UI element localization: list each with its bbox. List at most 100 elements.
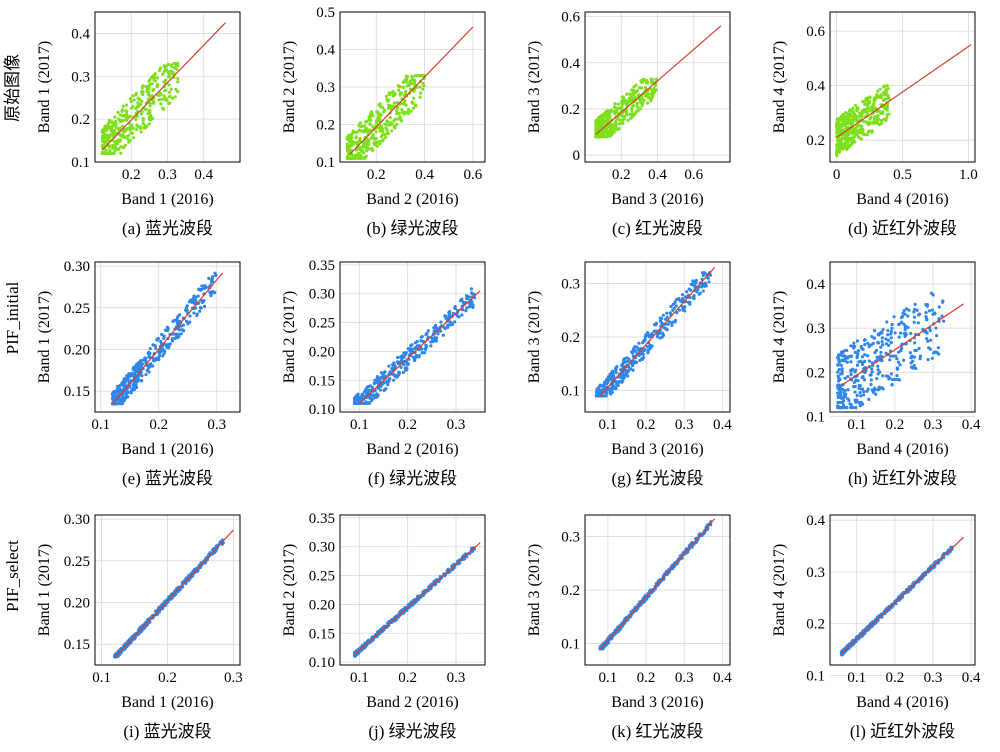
data-point [858, 404, 862, 408]
fit-line [599, 518, 716, 650]
data-point [148, 104, 152, 108]
y-tick-label: 0.5 [316, 5, 335, 21]
y-tick-label: 0.4 [806, 277, 825, 293]
data-point [153, 79, 157, 83]
data-point [837, 353, 841, 357]
data-point [880, 336, 884, 340]
data-point [147, 115, 152, 119]
y-tick-label: 0.3 [71, 69, 90, 85]
y-axis-label: Band 1 (2017) [36, 41, 53, 133]
data-point [838, 392, 843, 396]
y-axis-label: Band 3 (2017) [526, 291, 543, 383]
data-point [903, 334, 907, 339]
data-point [889, 336, 893, 340]
data-point [136, 375, 140, 379]
data-point [434, 339, 439, 343]
data-point [611, 376, 615, 381]
y-tick-label: 0.4 [316, 43, 335, 59]
data-point [843, 142, 847, 146]
data-point [870, 367, 874, 371]
data-point [708, 273, 713, 277]
y-tick-label: 0.1 [561, 384, 580, 400]
data-point [107, 118, 112, 123]
y-axis-label: Band 2 (2017) [281, 291, 298, 383]
data-point [889, 372, 894, 376]
data-point [923, 330, 927, 334]
data-point [131, 383, 135, 387]
data-point [347, 134, 351, 138]
x-tick-label: 0.2 [158, 670, 177, 686]
data-point [387, 378, 391, 382]
data-point [853, 350, 857, 354]
data-point [849, 403, 853, 407]
data-point [918, 357, 922, 361]
panel-caption: (a) 蓝光波段 [122, 219, 213, 238]
y-tick-label: 0.1 [806, 409, 825, 425]
data-point [601, 118, 605, 122]
data-point [855, 355, 859, 360]
plot-frame [94, 11, 241, 163]
data-point [113, 115, 117, 119]
data-point [937, 305, 941, 309]
data-point [867, 397, 871, 401]
data-point [632, 113, 636, 117]
data-point [351, 154, 355, 158]
plot-frame [829, 261, 976, 413]
data-point [357, 124, 361, 128]
data-point [119, 133, 123, 137]
data-point [117, 127, 121, 131]
data-point [444, 316, 448, 320]
data-point [926, 357, 930, 362]
data-point [841, 128, 845, 132]
data-point [856, 135, 860, 139]
data-point [846, 112, 850, 116]
data-point [198, 306, 202, 310]
data-point [858, 111, 862, 115]
data-point [855, 116, 859, 120]
data-point [214, 273, 218, 278]
data-point [386, 103, 391, 107]
data-point [128, 114, 132, 119]
data-point [465, 294, 469, 298]
data-point [647, 95, 651, 100]
data-point [861, 128, 865, 132]
data-point [608, 110, 612, 115]
data-point [617, 118, 622, 122]
x-tick-label: 0.2 [149, 417, 168, 433]
data-point [664, 327, 668, 331]
data-point [373, 378, 377, 382]
data-point [635, 104, 639, 108]
x-tick-label: 0.3 [924, 670, 943, 686]
data-point [157, 350, 161, 355]
data-point [381, 376, 385, 381]
data-point [844, 120, 849, 124]
data-point [122, 382, 126, 386]
x-tick-label: 0.5 [893, 167, 912, 183]
data-point [398, 93, 402, 97]
data-point [845, 132, 849, 136]
data-point [405, 84, 409, 88]
data-point [916, 313, 921, 317]
data-point [694, 278, 698, 283]
data-point [446, 323, 451, 327]
data-point [890, 322, 894, 327]
data-point [898, 363, 902, 367]
data-point [630, 106, 634, 111]
data-point [640, 86, 644, 90]
data-point [863, 338, 867, 342]
data-point [843, 376, 847, 380]
x-tick-label: 0.4 [194, 167, 213, 183]
data-point [625, 92, 629, 96]
data-point [633, 349, 637, 353]
data-point [903, 312, 907, 316]
data-point [140, 110, 144, 114]
y-tick-label: 0.2 [806, 617, 825, 633]
data-point [402, 355, 406, 359]
fit-line [349, 26, 474, 155]
data-point [165, 329, 170, 333]
data-point [611, 123, 616, 127]
data-point [942, 319, 946, 323]
x-tick-label: 0.4 [713, 417, 732, 433]
